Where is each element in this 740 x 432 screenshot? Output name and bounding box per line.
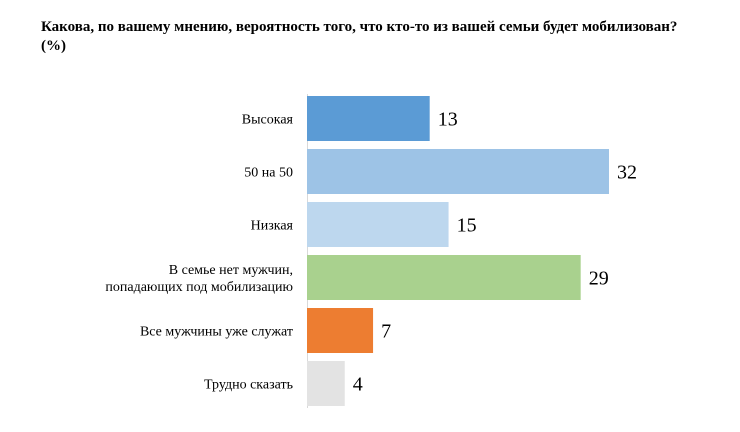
category-label: Все мужчины уже служат bbox=[140, 325, 293, 340]
bar-value-label: 32 bbox=[617, 162, 637, 184]
bar bbox=[307, 255, 581, 300]
category-label-line: Низкая bbox=[251, 219, 294, 234]
category-label-line: Высокая bbox=[242, 113, 294, 128]
bar bbox=[307, 361, 345, 406]
category-label-line: В семье нет мужчин, bbox=[169, 263, 293, 278]
category-label: Трудно сказать bbox=[204, 378, 293, 393]
bar bbox=[307, 149, 609, 194]
bar bbox=[307, 202, 449, 247]
category-label-line: Все мужчины уже служат bbox=[140, 325, 293, 340]
chart-title: Какова, по вашему мнению, вероятность то… bbox=[41, 19, 678, 54]
bar bbox=[307, 96, 430, 141]
bar-value-label: 4 bbox=[353, 374, 363, 396]
category-label-line: Трудно сказать bbox=[204, 378, 293, 393]
bar-value-label: 7 bbox=[381, 321, 391, 343]
category-label: Высокая bbox=[242, 113, 294, 128]
bar bbox=[307, 308, 374, 353]
category-label-line: попадающих под мобилизацию bbox=[105, 280, 293, 295]
category-label: 50 на 50 bbox=[244, 166, 293, 181]
category-label: В семье нет мужчин, попадающих под мобили… bbox=[105, 263, 293, 295]
bar-value-label: 29 bbox=[589, 268, 609, 290]
category-label-line: 50 на 50 bbox=[244, 166, 293, 181]
bar-value-label: 15 bbox=[457, 215, 477, 237]
bar-value-label: 13 bbox=[438, 109, 458, 131]
bars-layer: 13 Высокая 32 50 на 50 15 Низкая 29 В семье нет… bbox=[105, 96, 637, 406]
category-label: Низкая bbox=[251, 219, 294, 234]
